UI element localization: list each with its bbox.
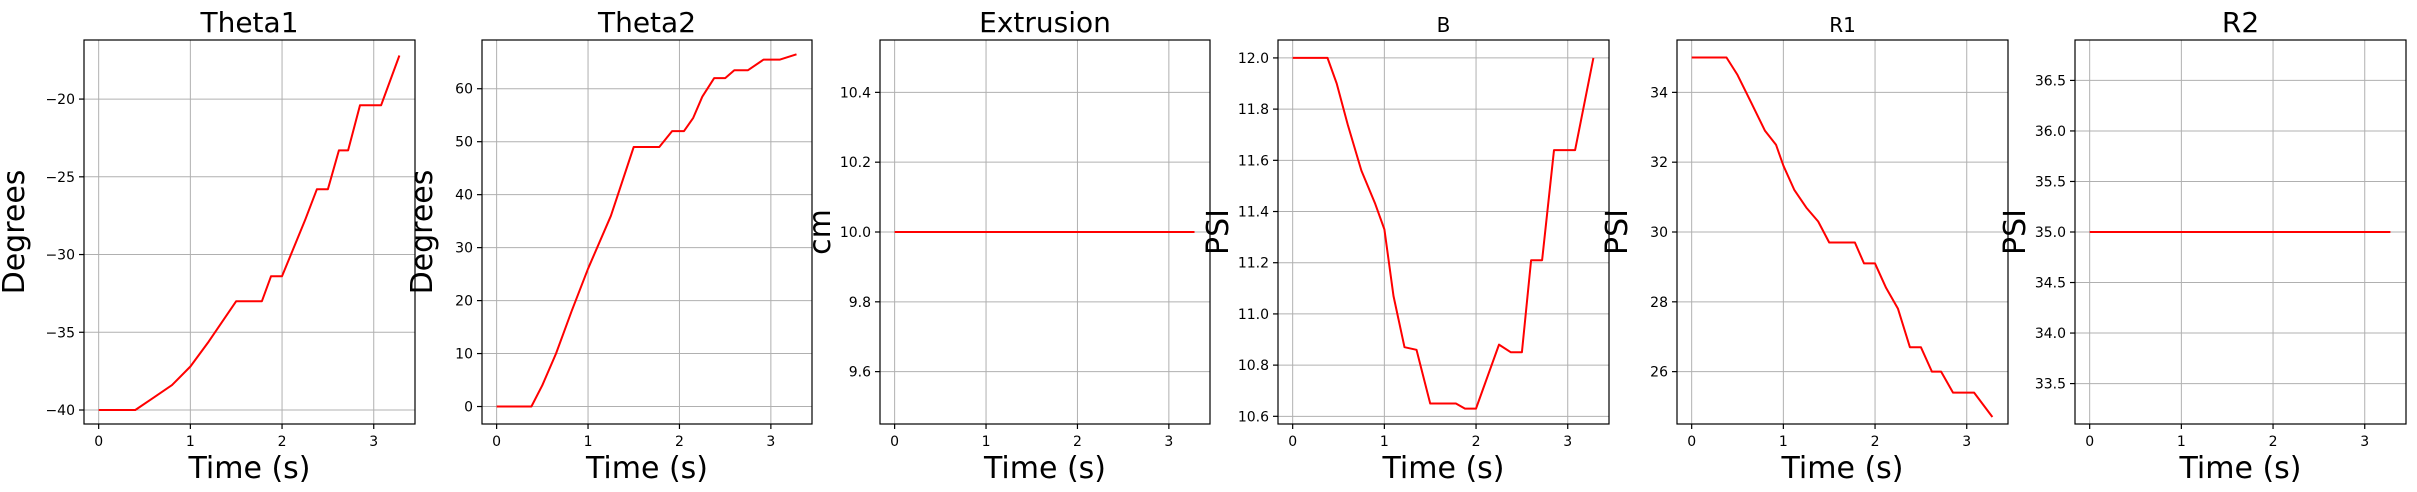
x-tick-label: 0 xyxy=(1687,434,1696,450)
y-tick-label: 11.8 xyxy=(1238,102,1269,118)
series-line xyxy=(98,55,401,411)
y-tick-label: 30 xyxy=(1650,225,1668,241)
x-tick-label: 3 xyxy=(1164,434,1173,450)
y-tick-label: 9.6 xyxy=(849,365,871,381)
x-tick-label: 3 xyxy=(369,434,378,450)
y-axis-label: Degrees xyxy=(0,170,32,295)
x-tick-label: 0 xyxy=(2085,434,2094,450)
x-tick-label: 3 xyxy=(766,434,775,450)
chart-title: R2 xyxy=(2222,6,2259,39)
plot-frame xyxy=(481,39,813,425)
y-tick-label: 34.5 xyxy=(2035,276,2066,292)
series-line xyxy=(1691,56,1994,418)
x-tick-label: 0 xyxy=(1288,434,1297,450)
x-axis-label: Time (s) xyxy=(188,451,311,486)
x-tick-label: 0 xyxy=(890,434,899,450)
chart-title: Theta2 xyxy=(597,6,696,39)
series-line xyxy=(496,53,797,408)
chart-title: Theta1 xyxy=(199,6,298,39)
y-tick-label: −30 xyxy=(45,248,75,264)
y-axis-label: PSI xyxy=(1998,209,2033,255)
x-tick-label: 2 xyxy=(1472,434,1481,450)
y-axis-label: PSI xyxy=(1201,209,1236,255)
subplot-6: 0 1 2 3 33.5 34.0 34.5 35.0 35.5 36.0 36.5 R2 Time (… xyxy=(1998,6,2407,486)
y-tick-label: 10.6 xyxy=(1238,409,1269,425)
x-tick-label: 1 xyxy=(186,434,195,450)
y-axis-label: Degrees xyxy=(405,170,440,295)
plot-frame xyxy=(1277,39,1610,425)
y-tick-label: 40 xyxy=(455,188,473,204)
y-tick-label: 11.2 xyxy=(1238,256,1269,272)
x-tick-label: 2 xyxy=(2269,434,2278,450)
x-axis-label: Time (s) xyxy=(2179,451,2302,486)
subplot-5: 0 1 2 3 26 28 30 32 34 R1 Time (s) PSI xyxy=(1600,13,2009,486)
plot-frame xyxy=(83,39,416,425)
x-tick-label: 1 xyxy=(1779,434,1788,450)
y-tick-label: 26 xyxy=(1650,365,1668,381)
y-tick-label: −40 xyxy=(45,403,75,419)
x-tick-label: 0 xyxy=(492,434,501,450)
x-tick-label: 2 xyxy=(278,434,287,450)
x-axis-label: Time (s) xyxy=(585,451,708,486)
y-tick-label: −20 xyxy=(45,92,75,108)
y-tick-label: 32 xyxy=(1650,155,1668,171)
y-tick-label: 35.0 xyxy=(2035,225,2066,241)
y-tick-label: 34.0 xyxy=(2035,326,2066,342)
x-axis-label: Time (s) xyxy=(1382,451,1505,486)
x-axis-label: Time (s) xyxy=(983,451,1106,486)
y-tick-label: 10.0 xyxy=(840,225,871,241)
y-tick-label: −25 xyxy=(45,170,75,186)
y-tick-label: 10.2 xyxy=(840,155,871,171)
x-tick-label: 2 xyxy=(1073,434,1082,450)
y-tick-label: 0 xyxy=(464,400,473,416)
x-tick-label: 3 xyxy=(1563,434,1572,450)
y-tick-label: 35.5 xyxy=(2035,174,2066,190)
y-tick-label: 36.5 xyxy=(2035,73,2066,89)
y-tick-label: 20 xyxy=(455,294,473,310)
x-tick-label: 1 xyxy=(982,434,991,450)
y-tick-label: 33.5 xyxy=(2035,377,2066,393)
plot-frame xyxy=(1676,39,2009,425)
plot-frame xyxy=(879,39,1211,425)
subplot-4: 0 1 2 3 10.6 10.8 11.0 11.2 11.4 11.6 11.8 12.0 B Tim… xyxy=(1201,13,1610,486)
y-tick-label: 9.8 xyxy=(849,295,871,311)
y-tick-label: 10 xyxy=(455,347,473,363)
plot-frame xyxy=(2074,39,2407,425)
y-tick-label: 28 xyxy=(1650,295,1668,311)
y-tick-label: 30 xyxy=(455,241,473,257)
x-tick-label: 2 xyxy=(1871,434,1880,450)
y-tick-label: 10.8 xyxy=(1238,358,1269,374)
y-tick-label: 50 xyxy=(455,135,473,151)
x-axis-label: Time (s) xyxy=(1781,451,1904,486)
x-tick-label: 1 xyxy=(1380,434,1389,450)
y-tick-label: 10.4 xyxy=(840,85,871,101)
y-tick-label: 11.4 xyxy=(1238,205,1269,221)
x-tick-label: 3 xyxy=(2360,434,2369,450)
x-tick-label: 3 xyxy=(1962,434,1971,450)
y-tick-label: 36.0 xyxy=(2035,124,2066,140)
chart-title: B xyxy=(1437,13,1451,37)
subplot-1: 0 1 2 3 −40 −35 −30 −25 −20 Theta1 Time (s) Degrees xyxy=(0,6,416,486)
chart-title: R1 xyxy=(1829,13,1856,37)
subplot-grid: 0 1 2 3 −40 −35 −30 −25 −20 Theta1 Time (s) Degrees… xyxy=(0,6,2407,486)
y-tick-label: 11.6 xyxy=(1238,153,1269,169)
x-tick-label: 1 xyxy=(2177,434,2186,450)
y-tick-label: 34 xyxy=(1650,85,1668,101)
x-tick-label: 0 xyxy=(94,434,103,450)
series-line xyxy=(1292,56,1595,410)
y-axis-label: PSI xyxy=(1600,209,1635,255)
y-tick-label: −35 xyxy=(45,325,75,341)
chart-title: Extrusion xyxy=(979,6,1111,39)
x-tick-label: 2 xyxy=(675,434,684,450)
y-axis-label: cm xyxy=(803,209,838,255)
subplot-3: 0 1 2 3 9.6 9.8 10.0 10.2 10.4 Extrusion Time (s) c… xyxy=(803,6,1211,486)
y-tick-label: 11.0 xyxy=(1238,307,1269,323)
y-tick-label: 12.0 xyxy=(1238,51,1269,67)
x-tick-label: 1 xyxy=(584,434,593,450)
y-tick-label: 60 xyxy=(455,82,473,98)
